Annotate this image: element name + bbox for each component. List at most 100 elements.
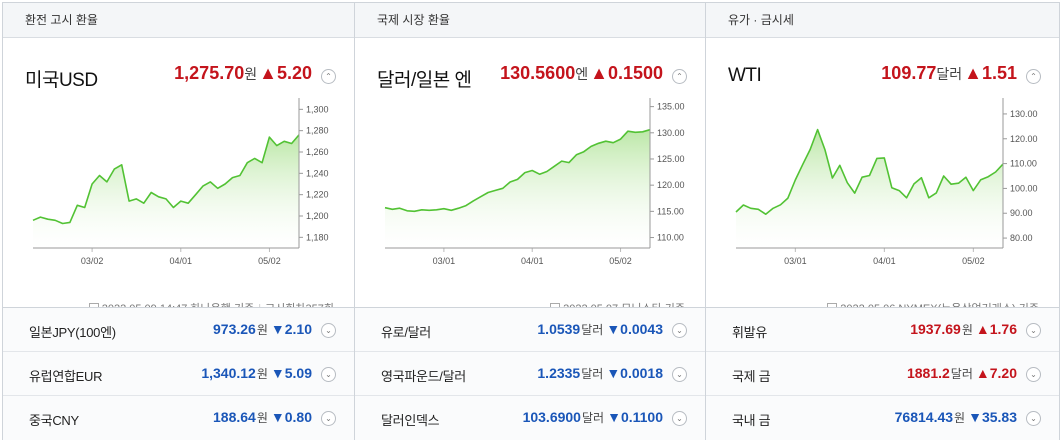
chevron-down-icon[interactable]: ⌄: [321, 411, 336, 426]
item-value: 1,340.12원 ▼5.09: [201, 365, 312, 382]
item-price: 188.64: [213, 409, 256, 425]
chevron-up-icon[interactable]: ⌃: [1026, 69, 1041, 84]
item-change: 0.80: [284, 409, 312, 425]
chevron-down-icon[interactable]: ⌄: [1026, 323, 1041, 338]
item-unit: 원: [961, 323, 973, 337]
chevron-down-icon[interactable]: ⌄: [321, 367, 336, 382]
list-item[interactable]: 국제 금 1881.2달러 ▲7.20 ⌄: [706, 352, 1059, 396]
quote-unit: 달러: [936, 66, 963, 82]
y-tick-label: 135.00: [657, 102, 685, 112]
quote-unit: 원: [244, 66, 258, 82]
quote-title-row: 미국USD 1,275.70원 ▲5.20 ⌃: [25, 60, 336, 91]
panel-oil-gold: 유가 · 금시세 WTI 109.77달러 ▲1.51 ⌃ 03/01 04/01 0…: [706, 3, 1059, 440]
quote-title-row: 달러/일본 엔 130.5600엔 ▲0.1500 ⌃: [377, 60, 687, 91]
x-tick-label: 04/01: [170, 256, 193, 266]
panel-international: 국제 시장 환율 달러/일본 엔 130.5600엔 ▲0.1500 ⌃ 03/0…: [355, 3, 706, 440]
item-unit: 원: [256, 411, 268, 425]
quote-name[interactable]: 미국USD: [25, 70, 98, 91]
item-change: 1.76: [989, 321, 1017, 337]
up-arrow-icon: ▲: [975, 365, 990, 381]
x-tick-label: 05/02: [609, 256, 632, 266]
quote-title-row: WTI 109.77달러 ▲1.51 ⌃: [728, 60, 1041, 90]
list-item[interactable]: 달러인덱스 103.6900달러 ▼0.1100 ⌄: [355, 396, 705, 440]
list-item[interactable]: 중국CNY 188.64원 ▼0.80 ⌄: [3, 396, 354, 440]
item-unit: 달러: [581, 367, 604, 381]
line-chart: 03/02 04/01 05/02 1,180 1,200 1,220 1,240 1,260…: [32, 98, 329, 266]
item-change: 5.09: [284, 365, 312, 381]
item-name: 중국CNY: [29, 413, 79, 428]
chevron-down-icon[interactable]: ⌄: [672, 411, 687, 426]
quote-change-value: 1.51: [981, 63, 1017, 83]
y-tick-label: 1,240: [306, 168, 329, 178]
chart-usdjpy: 03/01 04/01 05/02 110.00 115.00 120.00 125.00 1…: [355, 96, 705, 296]
chart-usd: 03/02 04/01 05/02 1,180 1,200 1,220 1,240 1,260…: [3, 96, 354, 296]
item-price: 1.0539: [537, 321, 581, 337]
item-change: 0.0018: [620, 365, 663, 381]
quote-list: 유로/달러 1.0539달러 ▼0.0043 ⌄ 영국파운드/달러 1.2335달러 ▼0…: [355, 307, 705, 440]
quote-change-value: 5.20: [276, 63, 312, 83]
down-arrow-icon: ▼: [606, 365, 621, 381]
chevron-down-icon[interactable]: ⌄: [672, 323, 687, 338]
y-tick-label: 1,260: [306, 147, 329, 157]
panel-header[interactable]: 유가 · 금시세: [706, 3, 1059, 38]
y-tick-label: 1,300: [306, 104, 329, 114]
item-value: 188.64원 ▼0.80: [213, 409, 312, 426]
x-tick-label: 03/02: [81, 256, 104, 266]
item-change: 0.1100: [620, 409, 663, 425]
list-item[interactable]: 일본JPY(100엔) 973.26원 ▼2.10 ⌄: [3, 308, 354, 352]
y-tick-label: 115.00: [657, 206, 684, 216]
series-line: [384, 128, 651, 213]
quote-price: 109.77: [881, 63, 937, 83]
chevron-up-icon[interactable]: ⌃: [672, 69, 687, 84]
quote-name[interactable]: WTI: [728, 65, 762, 86]
chart-wti: 03/01 04/01 05/02 80.00 90.00 100.00 110.00 120…: [706, 96, 1059, 296]
list-item[interactable]: 유럽연합EUR 1,340.12원 ▼5.09 ⌄: [3, 352, 354, 396]
y-tick-label: 80.00: [1010, 233, 1033, 243]
item-name: 유럽연합EUR: [29, 369, 103, 384]
chevron-down-icon[interactable]: ⌄: [672, 367, 687, 382]
item-price: 103.6900: [522, 409, 581, 425]
series-line: [32, 134, 300, 225]
quote-value: 130.5600엔 ▲0.1500: [500, 63, 663, 84]
quote-change: ▲0.1500: [590, 63, 663, 83]
item-price: 1,340.12: [201, 365, 256, 381]
main-quote: 달러/일본 엔 130.5600엔 ▲0.1500 ⌃ 03/01 04/01 05/…: [355, 38, 705, 315]
area-fill: [736, 129, 1003, 248]
item-name: 일본JPY(100엔): [29, 325, 116, 340]
list-item[interactable]: 영국파운드/달러 1.2335달러 ▼0.0018 ⌄: [355, 352, 705, 396]
area-fill: [385, 129, 650, 248]
item-value: 1.2335달러 ▼0.0018: [537, 365, 663, 382]
item-unit: 원: [954, 411, 966, 425]
chevron-down-icon[interactable]: ⌄: [1026, 411, 1041, 426]
list-item[interactable]: 국내 금 76814.43원 ▼35.83 ⌄: [706, 396, 1059, 440]
quote-price: 1,275.70: [174, 63, 245, 83]
list-item[interactable]: 휘발유 1937.69원 ▲1.76 ⌄: [706, 308, 1059, 352]
y-tick-label: 1,200: [306, 211, 329, 221]
chevron-down-icon[interactable]: ⌄: [1026, 367, 1041, 382]
item-value: 1937.69원 ▲1.76: [910, 321, 1017, 338]
up-arrow-icon: ▲: [975, 321, 990, 337]
quote-unit: 엔: [575, 66, 589, 82]
x-tick-label: 04/01: [521, 256, 544, 266]
item-value: 76814.43원 ▼35.83: [895, 409, 1017, 426]
item-value: 103.6900달러 ▼0.1100: [523, 409, 663, 426]
panel-header[interactable]: 환전 고시 환율: [3, 3, 354, 38]
item-name: 영국파운드/달러: [381, 369, 466, 384]
down-arrow-icon: ▼: [270, 409, 285, 425]
y-tick-label: 100.00: [1010, 183, 1038, 193]
list-item[interactable]: 유로/달러 1.0539달러 ▼0.0043 ⌄: [355, 308, 705, 352]
item-unit: 원: [256, 323, 268, 337]
item-change: 0.0043: [620, 321, 663, 337]
item-unit: 달러: [581, 411, 605, 425]
item-value: 1881.2달러 ▲7.20: [907, 365, 1017, 382]
chevron-up-icon[interactable]: ⌃: [321, 69, 336, 84]
y-tick-label: 1,280: [306, 126, 329, 136]
item-price: 1937.69: [910, 321, 961, 337]
x-tick-label: 05/02: [962, 256, 985, 266]
y-tick-label: 1,180: [306, 232, 329, 242]
chevron-down-icon[interactable]: ⌄: [321, 323, 336, 338]
item-price: 1.2335: [537, 365, 581, 381]
panel-header[interactable]: 국제 시장 환율: [355, 3, 705, 38]
quote-name[interactable]: 달러/일본 엔: [377, 70, 472, 91]
